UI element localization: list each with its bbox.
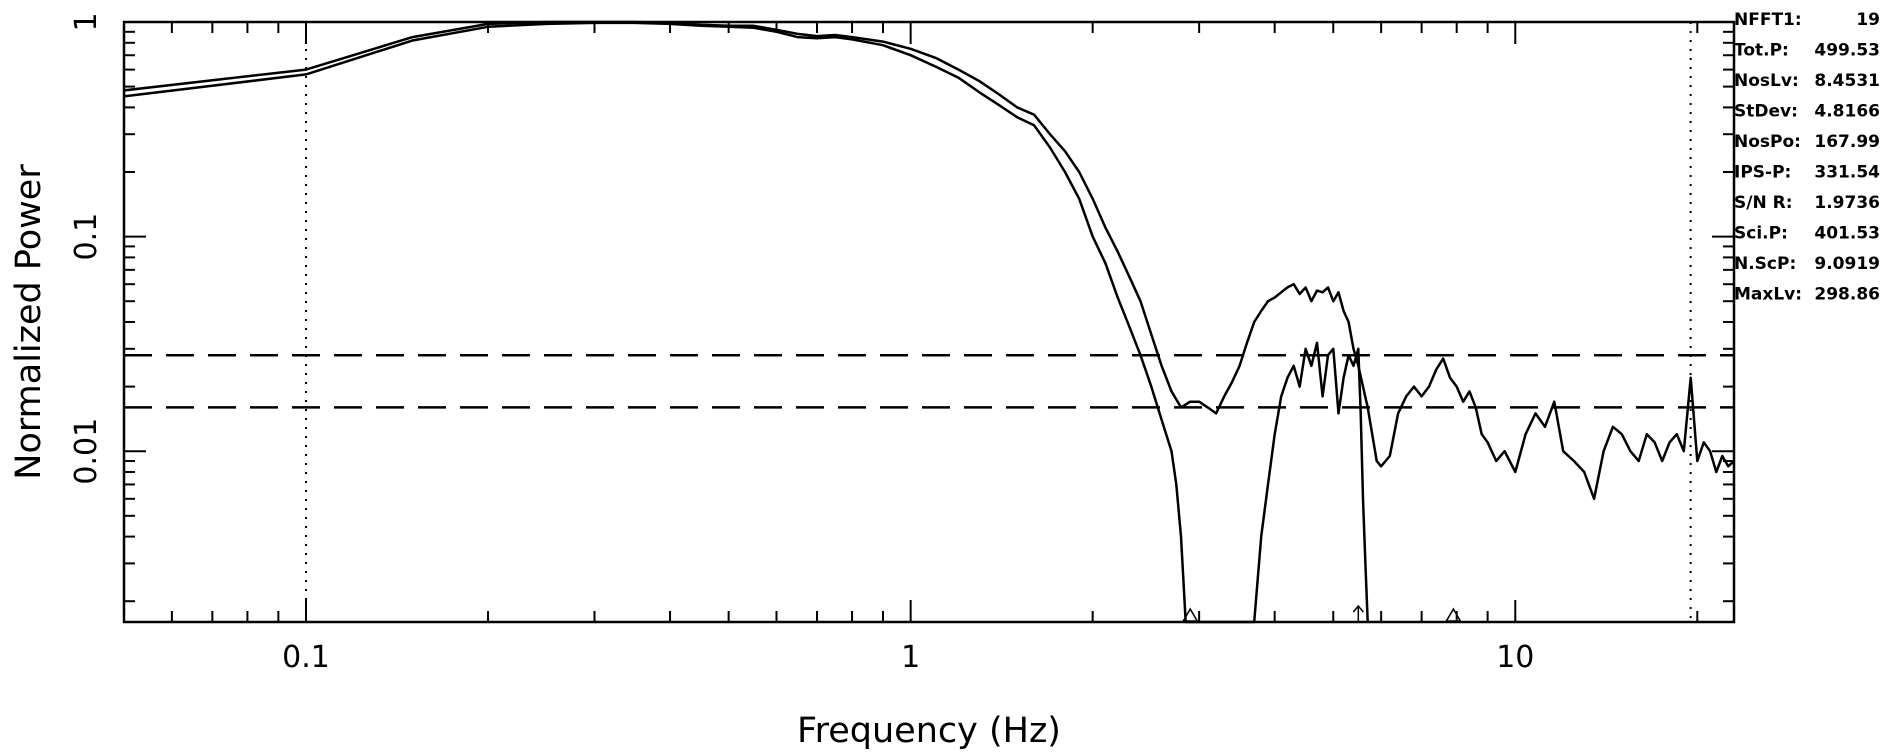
y-tick-label: 0.1 — [69, 213, 104, 261]
stat-value: 331.54 — [1814, 163, 1880, 183]
stat-label: IPS-P: — [1734, 163, 1791, 183]
stat-label: Tot.P: — [1734, 41, 1789, 61]
reference-lines — [124, 22, 1734, 622]
stat-label: NosPo: — [1734, 132, 1801, 152]
stat-value: 8.4531 — [1814, 71, 1880, 91]
triangle-marker — [1181, 607, 1199, 622]
stat-value: 401.53 — [1814, 224, 1880, 244]
axis-ticks — [123, 21, 1734, 622]
series-line-2 — [123, 21, 1369, 624]
stat-label: NFFT1: — [1734, 10, 1802, 30]
triangle-marker — [1445, 607, 1462, 622]
stat-value: 167.99 — [1814, 132, 1880, 152]
plot-frame — [122, 20, 1736, 624]
y-tick-labels: 1 0.1 0.01 — [69, 12, 104, 484]
stat-label: MaxLv: — [1734, 285, 1802, 305]
stat-value: 19 — [1856, 10, 1880, 30]
stat-label: StDev: — [1734, 102, 1798, 122]
stat-value: 298.86 — [1814, 285, 1880, 305]
arrow-marker — [1352, 604, 1364, 622]
stats-panel: NFFT1: 19 Tot.P: 499.53 NosLv: 8.4531 StDev: 4.… — [1734, 10, 1880, 305]
series-line-1 — [123, 20, 1735, 501]
x-tick-label: 0.1 — [282, 640, 330, 675]
y-axis-title: Normalized Power — [9, 164, 49, 480]
stat-value: 9.0919 — [1814, 254, 1880, 274]
stat-value: 499.53 — [1814, 41, 1880, 61]
stat-label: S/N R: — [1734, 193, 1793, 213]
frequency-markers — [1181, 604, 1462, 622]
y-tick-label: 1 — [69, 12, 104, 31]
series-layer — [123, 20, 1735, 624]
stat-label: NosLv: — [1734, 71, 1799, 91]
stat-label: Sci.P: — [1734, 224, 1788, 244]
stat-label: N.ScP: — [1734, 254, 1796, 274]
x-tick-labels: 0.1 1 10 — [282, 640, 1534, 675]
stat-value: 4.8166 — [1814, 102, 1880, 122]
x-axis-title: Frequency (Hz) — [797, 711, 1061, 751]
x-tick-label: 1 — [901, 640, 920, 675]
x-tick-label: 10 — [1496, 640, 1534, 675]
y-tick-label: 0.01 — [69, 418, 104, 485]
stat-value: 1.9736 — [1814, 193, 1880, 213]
